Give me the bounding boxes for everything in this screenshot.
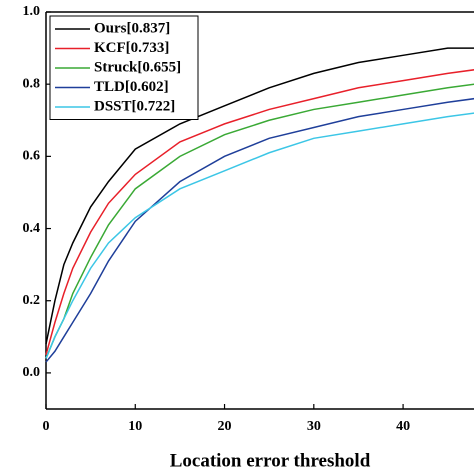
- y-tick-label: 0.2: [23, 293, 41, 308]
- x-tick-label: 10: [128, 419, 142, 434]
- legend-label: Ours[0.837]: [94, 20, 170, 36]
- y-tick-label: 1.0: [23, 4, 41, 19]
- y-tick-label: 0.8: [23, 76, 41, 91]
- x-tick-label: 20: [218, 419, 232, 434]
- x-tick-label: 30: [307, 419, 321, 434]
- x-tick-label: 40: [396, 419, 410, 434]
- line-series: [45, 97, 474, 363]
- y-tick-label: 0.4: [23, 221, 41, 236]
- legend-label: KCF[0.733]: [94, 40, 169, 56]
- x-tick-label: 0: [43, 419, 50, 434]
- line-series: [45, 47, 474, 345]
- y-tick-label: 0.6: [23, 149, 41, 164]
- legend-label: DSST[0.722]: [94, 98, 175, 114]
- y-tick-label: 0.0: [23, 365, 41, 380]
- line-series: [45, 112, 474, 359]
- x-axis-label: Location error threshold: [170, 450, 371, 471]
- line-series: [45, 83, 474, 359]
- legend-label: TLD[0.602]: [94, 79, 169, 95]
- line-series: [45, 69, 474, 356]
- legend-label: Struck[0.655]: [94, 59, 181, 75]
